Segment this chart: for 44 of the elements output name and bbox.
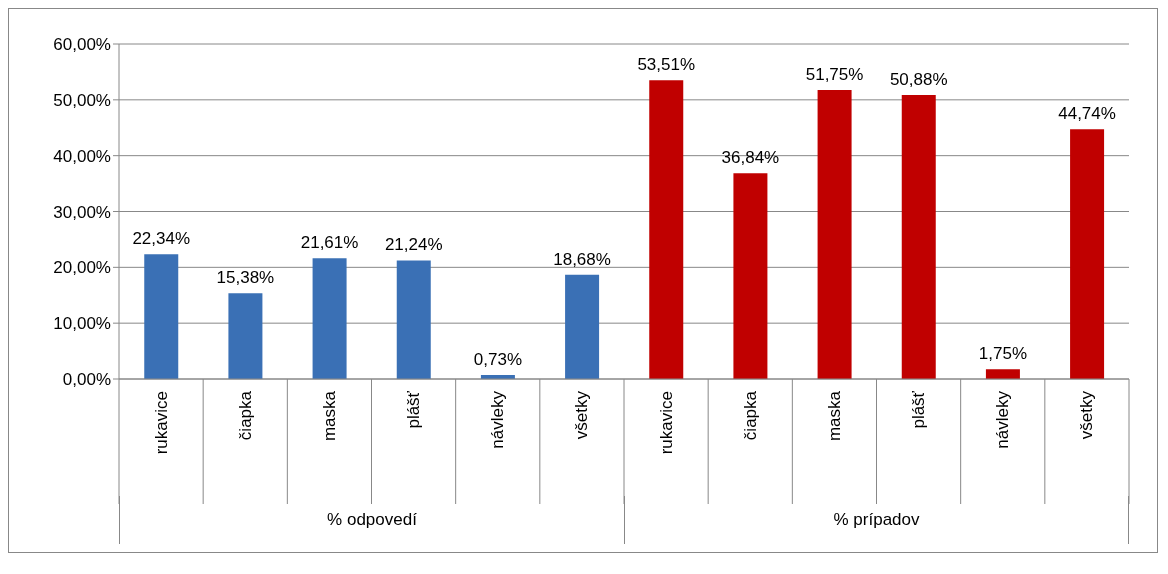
x-tick-label: maska xyxy=(824,390,844,442)
bar xyxy=(649,80,684,379)
y-tick-label: 10,00% xyxy=(53,314,111,334)
y-tick-label: 60,00% xyxy=(53,35,111,55)
x-tick-label: maska xyxy=(319,390,339,442)
data-label: 0,73% xyxy=(473,349,523,369)
data-label: 51,75% xyxy=(805,65,864,85)
data-label: 53,51% xyxy=(637,55,696,75)
y-tick-label: 40,00% xyxy=(53,146,111,166)
data-label: 18,68% xyxy=(553,249,611,269)
data-label: 36,84% xyxy=(721,148,780,168)
y-tick-label: 50,00% xyxy=(53,90,111,110)
bar xyxy=(565,274,600,379)
text: % prípadov xyxy=(833,510,920,530)
data-label: 1,75% xyxy=(978,344,1028,364)
x-tick-label: čiapka xyxy=(740,390,760,441)
data-label: 50,88% xyxy=(889,69,948,89)
x-tick-label: rukavice xyxy=(151,391,171,455)
x-tick-label: návleky xyxy=(488,390,508,449)
data-label: 21,24% xyxy=(384,235,443,255)
x-tick-label: všetky xyxy=(572,390,592,440)
x-tick-label: plášť xyxy=(404,390,424,429)
x-tick-label: návleky xyxy=(993,390,1013,449)
bar xyxy=(228,293,263,379)
y-tick-label: 20,00% xyxy=(53,258,111,278)
bar xyxy=(396,260,431,379)
bar xyxy=(817,90,852,379)
data-label: 22,34% xyxy=(132,229,191,249)
x-tick-label: rukavice xyxy=(656,391,676,455)
bar xyxy=(144,254,179,379)
x-tick-label: všetky xyxy=(1077,390,1097,440)
bar xyxy=(985,369,1020,379)
x-tick-label: plášť xyxy=(909,390,929,429)
bar xyxy=(1070,129,1105,379)
text: % odpovedí xyxy=(327,510,417,530)
bar xyxy=(901,94,936,379)
y-tick-label: 30,00% xyxy=(53,202,111,222)
data-label: 21,61% xyxy=(300,233,359,253)
x-tick-label: čiapka xyxy=(235,390,255,441)
data-label: 15,38% xyxy=(216,268,275,288)
data-label: 44,74% xyxy=(1058,104,1116,124)
bar xyxy=(312,258,347,379)
bar xyxy=(733,173,768,379)
y-tick-label: 0,00% xyxy=(62,370,111,390)
